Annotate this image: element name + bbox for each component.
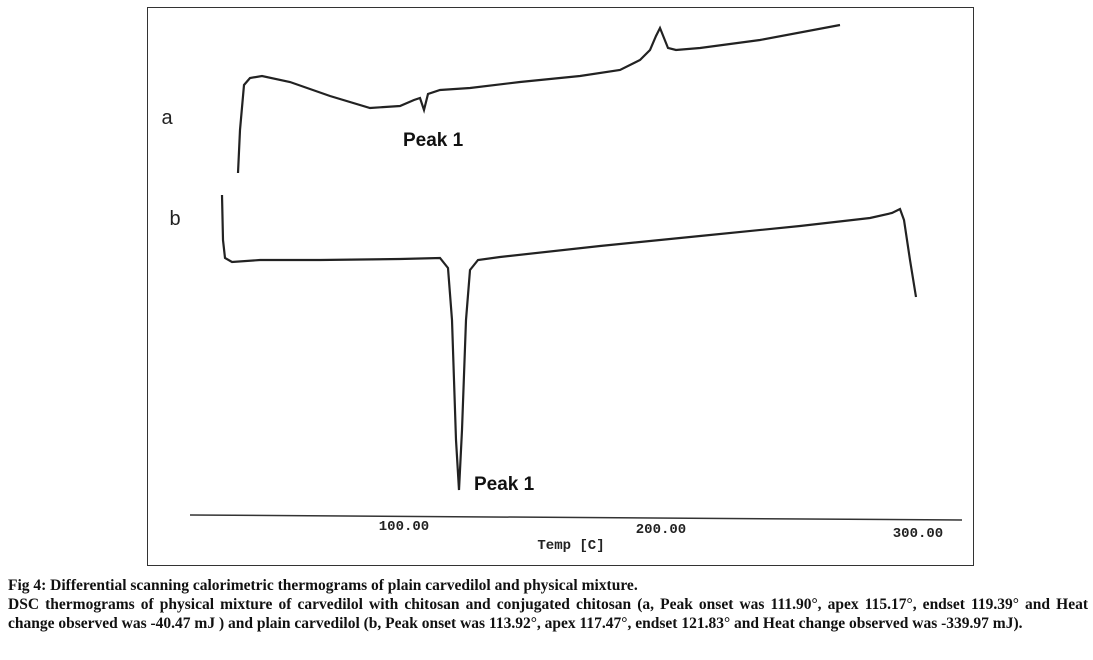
curve-b xyxy=(220,194,918,491)
x-tick-label: 100.00 xyxy=(379,519,429,535)
figure-frame xyxy=(147,7,974,566)
peak-label: Peak 1 xyxy=(403,130,464,151)
x-tick-label: 200.00 xyxy=(636,522,686,538)
x-axis xyxy=(189,514,963,521)
caption-body: DSC thermograms of physical mixture of c… xyxy=(8,596,1088,632)
panel-label: b xyxy=(169,208,180,230)
panel-label: a xyxy=(161,107,173,129)
x-tick-label: 300.00 xyxy=(893,526,943,542)
figure: a b Peak 1 Peak 1 100.00 200.00 300.00 T… xyxy=(147,7,974,566)
peak-label: Peak 1 xyxy=(474,474,535,495)
x-axis-label: Temp [C] xyxy=(537,538,604,554)
caption-title: Fig 4: Differential scanning calorimetri… xyxy=(8,577,638,594)
curve-a xyxy=(236,23,841,174)
